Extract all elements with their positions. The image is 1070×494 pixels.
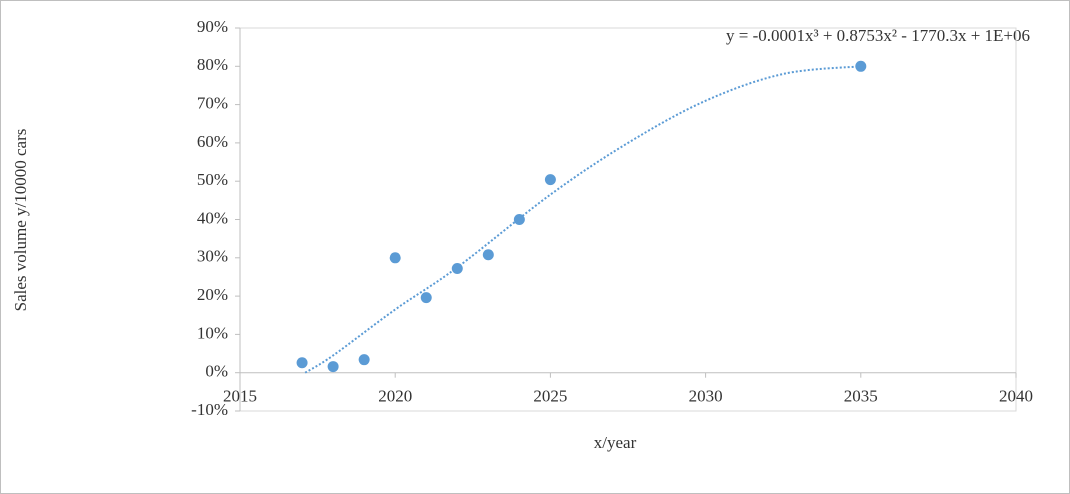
y-tick-label: 80% [197,55,228,74]
trendline [304,65,861,374]
x-tick-label: 2020 [378,387,412,406]
y-tick-label: 50% [197,170,228,189]
point [389,252,401,264]
y-tick-label: 0% [205,362,228,381]
x-tick-label: 2015 [223,387,257,406]
point [544,174,556,186]
x-tick-label: 2040 [999,387,1033,406]
trend-equation: y = -0.0001x³ + 0.8753x² - 1770.3x + 1E+… [726,26,1030,45]
x-tick-label: 2035 [844,387,878,406]
y-tick-label: 90% [197,17,228,36]
x-tick-label: 2030 [689,387,723,406]
point [327,361,339,373]
y-tick-label: -10% [191,400,228,419]
point [482,249,494,261]
x-tick-label: 2025 [533,387,567,406]
point [296,357,308,369]
point [855,60,867,72]
point [451,263,463,275]
point [420,292,432,304]
y-axis-label: Sales volume y/10000 cars [11,129,30,312]
point [358,354,370,366]
y-tick-label: 40% [197,208,228,227]
y-tick-label: 60% [197,132,228,151]
y-tick-label: 30% [197,247,228,266]
x-axis-label: x/year [594,433,637,452]
y-tick-label: 10% [197,323,228,342]
point [513,214,525,225]
y-tick-label: 20% [197,285,228,304]
y-tick-label: 70% [197,94,228,113]
